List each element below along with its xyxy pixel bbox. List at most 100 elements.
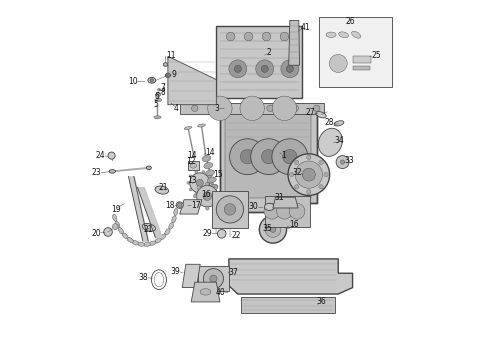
Circle shape [286, 65, 294, 72]
Circle shape [302, 168, 315, 181]
Bar [318, 17, 392, 87]
Circle shape [272, 139, 308, 175]
Text: 4: 4 [174, 104, 179, 113]
Text: 30: 30 [249, 202, 259, 211]
Circle shape [218, 194, 221, 198]
Ellipse shape [149, 241, 156, 246]
Ellipse shape [169, 222, 173, 229]
Circle shape [229, 60, 247, 78]
Ellipse shape [172, 216, 176, 223]
Text: 21: 21 [144, 225, 153, 234]
Circle shape [226, 32, 235, 41]
Text: 36: 36 [317, 297, 326, 306]
Text: 16: 16 [289, 220, 298, 229]
Circle shape [195, 192, 197, 195]
Circle shape [264, 203, 280, 219]
Text: 24: 24 [96, 151, 105, 160]
Ellipse shape [143, 242, 150, 246]
Text: 25: 25 [371, 51, 381, 60]
Text: 32: 32 [292, 168, 302, 177]
Circle shape [280, 32, 289, 41]
Bar [353, 56, 370, 63]
Text: 17: 17 [191, 201, 201, 210]
Circle shape [187, 181, 190, 184]
Text: 23: 23 [92, 168, 101, 177]
Ellipse shape [132, 240, 139, 245]
Text: 41: 41 [301, 23, 311, 32]
Ellipse shape [190, 163, 196, 168]
Circle shape [205, 182, 209, 186]
Bar [188, 161, 199, 170]
Ellipse shape [115, 221, 120, 228]
Ellipse shape [197, 124, 205, 127]
Ellipse shape [155, 238, 161, 243]
Ellipse shape [265, 203, 274, 211]
Text: 14: 14 [188, 151, 197, 160]
Circle shape [202, 192, 205, 195]
Ellipse shape [176, 202, 183, 208]
Circle shape [276, 203, 293, 219]
Circle shape [314, 105, 320, 112]
Ellipse shape [142, 224, 155, 231]
Ellipse shape [339, 32, 348, 38]
Ellipse shape [155, 186, 169, 194]
Circle shape [194, 194, 197, 198]
Ellipse shape [163, 63, 168, 66]
Circle shape [288, 154, 330, 195]
Ellipse shape [207, 177, 216, 183]
Polygon shape [198, 266, 229, 291]
Circle shape [319, 160, 323, 165]
Circle shape [261, 65, 269, 72]
Text: 7: 7 [160, 83, 165, 92]
Circle shape [324, 172, 328, 177]
Circle shape [192, 105, 198, 112]
Polygon shape [225, 114, 311, 198]
Ellipse shape [326, 32, 336, 37]
Circle shape [177, 203, 182, 207]
Circle shape [265, 222, 281, 237]
Circle shape [224, 204, 236, 215]
Ellipse shape [113, 214, 117, 221]
Text: 13: 13 [188, 176, 197, 185]
Text: 10: 10 [128, 77, 137, 86]
Ellipse shape [285, 224, 292, 228]
Text: 34: 34 [335, 136, 344, 145]
Circle shape [272, 96, 296, 121]
Circle shape [217, 105, 223, 112]
Ellipse shape [200, 289, 211, 295]
Circle shape [214, 203, 218, 207]
Ellipse shape [155, 98, 161, 102]
Ellipse shape [209, 184, 218, 190]
Text: 8: 8 [160, 87, 165, 96]
Ellipse shape [109, 170, 116, 173]
Circle shape [256, 60, 274, 78]
Ellipse shape [166, 73, 171, 77]
Circle shape [190, 173, 210, 193]
Text: 14: 14 [205, 148, 215, 157]
Circle shape [341, 160, 344, 164]
Circle shape [240, 149, 255, 164]
Polygon shape [216, 26, 302, 98]
Polygon shape [180, 200, 202, 214]
Circle shape [290, 172, 294, 177]
Polygon shape [265, 196, 310, 226]
Circle shape [329, 54, 347, 72]
Ellipse shape [165, 229, 170, 235]
Circle shape [150, 78, 153, 82]
Circle shape [267, 105, 273, 112]
Ellipse shape [156, 93, 161, 96]
Circle shape [230, 139, 266, 175]
Ellipse shape [156, 92, 160, 94]
Circle shape [270, 226, 276, 232]
Circle shape [292, 105, 298, 112]
Circle shape [210, 275, 217, 282]
Ellipse shape [154, 116, 161, 119]
Polygon shape [168, 56, 216, 105]
Ellipse shape [318, 128, 343, 156]
Text: 5: 5 [153, 100, 158, 109]
Ellipse shape [204, 163, 213, 168]
Text: 37: 37 [229, 268, 239, 277]
Circle shape [189, 188, 192, 191]
Circle shape [167, 74, 170, 77]
Polygon shape [182, 264, 200, 288]
